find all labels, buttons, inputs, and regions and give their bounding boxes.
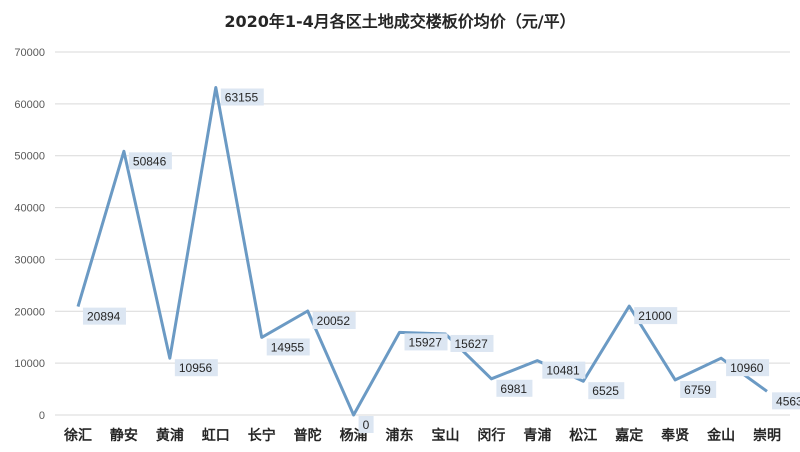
data-label-background <box>358 416 374 433</box>
data-label: 20052 <box>317 314 351 328</box>
data-label: 63155 <box>225 90 259 104</box>
data-label: 50846 <box>133 154 167 168</box>
data-labels: 20894 50846 10956 63155 14955 20052 0 15927 1562… <box>82 88 800 433</box>
x-tick-label: 黄浦 <box>156 427 184 444</box>
x-axis-ticks: 徐汇 静安 黄浦 虹口 长宁 普陀 杨浦 浦东 宝山 闵行 青浦 松江 嘉定 奉贤 金山 崇明 <box>63 427 781 444</box>
series-line-path <box>76 86 768 417</box>
y-tick-label: 10000 <box>14 358 45 370</box>
y-tick-label: 60000 <box>14 99 45 111</box>
data-label-background <box>542 361 586 379</box>
data-label-background <box>266 338 310 356</box>
data-label: 21000 <box>638 309 672 323</box>
data-label-background <box>634 307 678 325</box>
y-tick-label: 40000 <box>14 203 45 215</box>
data-label-background <box>220 88 264 106</box>
data-label: 6981 <box>500 382 527 396</box>
x-tick-label: 青浦 <box>523 427 551 444</box>
x-tick-label: 徐汇 <box>63 427 92 444</box>
data-label-background <box>174 359 218 377</box>
y-tick-label: 70000 <box>14 47 45 59</box>
x-tick-label: 奉贤 <box>661 427 689 444</box>
data-label-background <box>82 307 126 325</box>
data-label: 4563 <box>776 394 800 408</box>
data-label: 6759 <box>684 383 711 397</box>
data-label: 10956 <box>179 361 213 375</box>
data-label: 15627 <box>454 337 488 351</box>
data-label: 10960 <box>730 361 764 375</box>
y-axis-ticks: 0 10000 20000 30000 40000 50000 60000 70000 <box>14 47 45 422</box>
x-tick-label: 松江 <box>569 427 597 444</box>
data-label: 6525 <box>592 384 619 398</box>
data-label-background <box>404 333 448 351</box>
data-label: 15927 <box>409 335 443 349</box>
x-tick-label: 虹口 <box>202 428 230 444</box>
data-label: 10481 <box>546 364 580 378</box>
x-tick-label: 宝山 <box>431 427 459 444</box>
gridlines <box>55 51 790 416</box>
y-tick-label: 30000 <box>14 254 45 266</box>
data-label: 14955 <box>271 340 305 354</box>
data-label-background <box>450 334 494 352</box>
y-tick-label: 50000 <box>14 151 45 163</box>
y-tick-label: 20000 <box>14 306 45 318</box>
x-tick-label: 闵行 <box>477 427 505 444</box>
data-label: 20894 <box>87 310 121 324</box>
x-tick-label: 嘉定 <box>614 427 643 444</box>
x-tick-label: 金山 <box>706 427 735 444</box>
data-label-background <box>588 382 625 400</box>
x-tick-label: 静安 <box>110 427 138 444</box>
data-label-background <box>496 379 533 397</box>
x-tick-label: 浦东 <box>386 427 414 444</box>
x-tick-label: 普陀 <box>294 427 322 444</box>
y-tick-label: 0 <box>39 410 45 422</box>
series-line <box>76 86 768 417</box>
data-label-background <box>128 152 172 170</box>
chart-title: 2020年1-4月各区土地成交楼板价均价（元/平） <box>224 12 576 31</box>
x-tick-label: 崇明 <box>753 427 781 444</box>
data-label-background <box>680 380 717 398</box>
data-label-background <box>312 312 356 330</box>
data-label-background <box>726 359 770 377</box>
data-label-background <box>772 392 800 410</box>
data-label: 0 <box>363 418 370 432</box>
x-tick-label: 长宁 <box>248 427 276 444</box>
